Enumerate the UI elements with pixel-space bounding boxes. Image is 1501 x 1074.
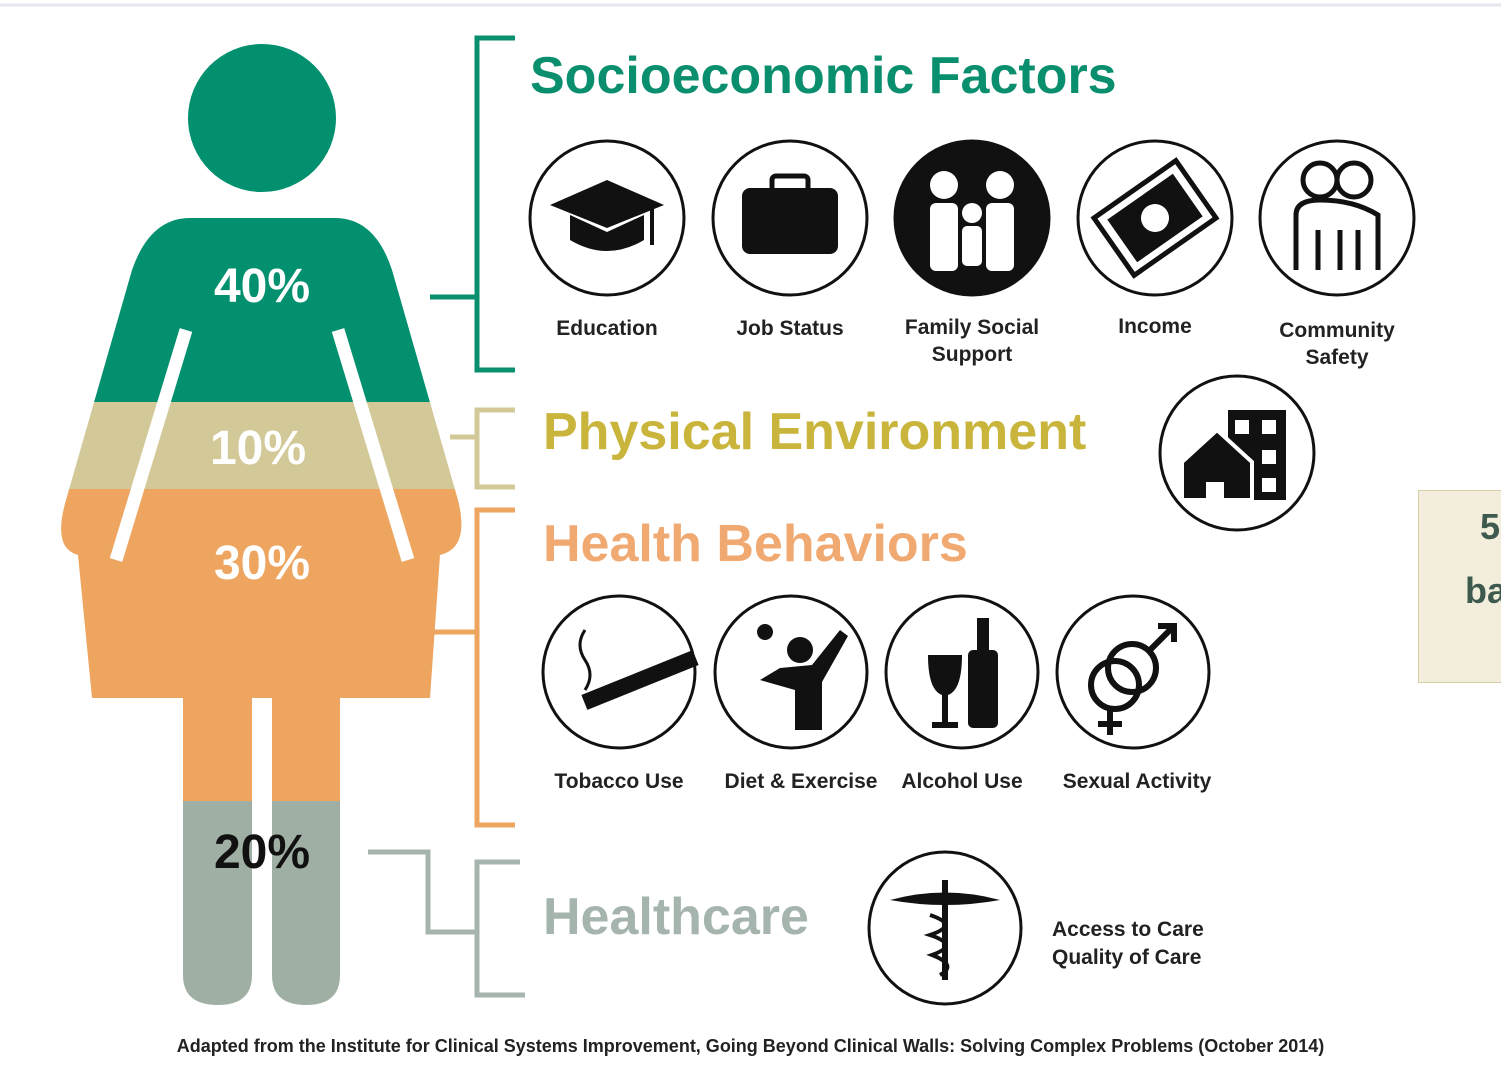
arm-gap bbox=[109, 328, 193, 562]
side-panel bbox=[1418, 490, 1501, 683]
segment-label: 20% bbox=[214, 826, 310, 879]
segment-label: 10% bbox=[210, 422, 306, 475]
section-title: Physical Environment bbox=[543, 403, 1086, 461]
panel-text: ba bbox=[1465, 570, 1501, 611]
arm-gap bbox=[331, 328, 415, 562]
footnote: Adapted from the Institute for Clinical … bbox=[176, 1036, 1325, 1056]
panel-text: 5 bbox=[1480, 506, 1501, 547]
item-label: Alcohol Use bbox=[901, 770, 1023, 793]
segment-label: 40% bbox=[214, 260, 310, 313]
item-label: Access to Care bbox=[1052, 918, 1204, 941]
item-label: Quality of Care bbox=[1052, 946, 1202, 969]
item-label: Tobacco Use bbox=[554, 770, 684, 793]
item-label: Sexual Activity bbox=[1062, 770, 1212, 793]
segment-label: 30% bbox=[214, 537, 310, 590]
item-label: Income bbox=[1118, 315, 1192, 338]
item-label: Job Status bbox=[736, 317, 844, 340]
item-label: Family Social Support bbox=[904, 316, 1040, 366]
section-title: Healthcare bbox=[543, 888, 809, 946]
section-title: Socioeconomic Factors bbox=[530, 47, 1117, 105]
section-titles: Socioeconomic Factors Physical Environme… bbox=[530, 47, 1117, 946]
item-label: Community Safety bbox=[1279, 319, 1395, 369]
item-label: Diet & Exercise bbox=[724, 770, 878, 793]
brackets bbox=[368, 35, 525, 998]
item-label: Education bbox=[556, 317, 658, 340]
percentages: 40% 10% 30% 20% bbox=[210, 260, 310, 879]
section-title: Health Behaviors bbox=[543, 515, 968, 573]
icon-glyphs bbox=[550, 157, 1381, 980]
